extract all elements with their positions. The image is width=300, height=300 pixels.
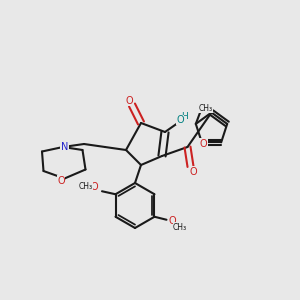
Text: CH₃: CH₃ [79,182,93,191]
Text: O: O [190,167,197,177]
Text: O: O [176,115,184,125]
Text: O: O [169,216,176,226]
Text: N: N [61,142,68,152]
Text: CH₃: CH₃ [173,223,187,232]
Text: O: O [57,176,65,186]
Text: O: O [125,95,133,106]
Text: O: O [91,182,98,192]
Text: H: H [181,112,188,121]
Text: CH₃: CH₃ [199,104,213,113]
Text: O: O [200,139,207,149]
